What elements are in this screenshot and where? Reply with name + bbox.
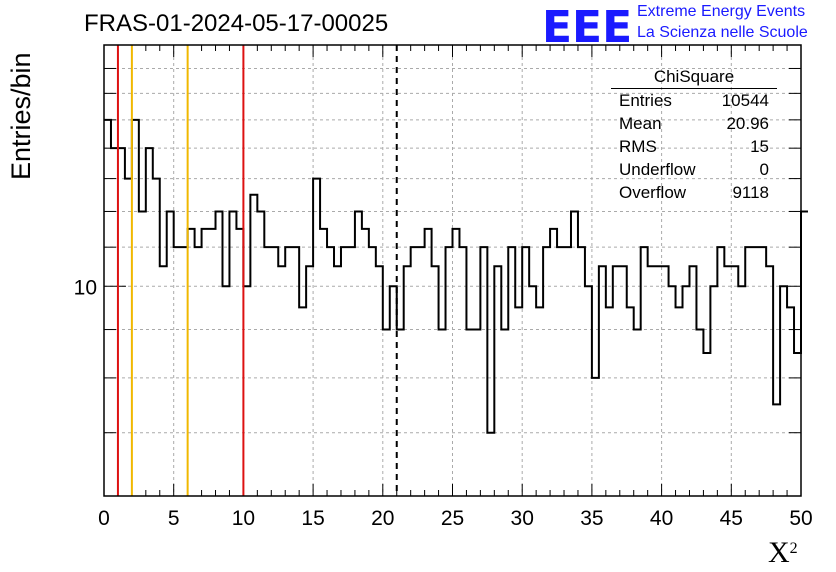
x-tick-label: 10 xyxy=(232,507,255,530)
stats-row-underflow: Underflow 0 xyxy=(611,158,777,181)
stats-value: 15 xyxy=(750,137,769,156)
x-tick-label: 25 xyxy=(441,507,464,530)
x-tick-label: 30 xyxy=(511,507,534,530)
x-tick-label: 5 xyxy=(168,507,180,530)
plot-frame xyxy=(103,44,802,497)
stats-row-entries: Entries 10544 xyxy=(611,89,777,112)
stats-label: Overflow xyxy=(619,183,687,202)
chart-title: FRAS-01-2024-05-17-00025 xyxy=(84,10,389,37)
stats-row-overflow: Overflow 9118 xyxy=(611,181,777,204)
x-tick-label: 40 xyxy=(650,507,673,530)
stats-value: 10544 xyxy=(721,91,769,110)
x-tick-label: 20 xyxy=(371,507,394,530)
x-tick-label: 15 xyxy=(301,507,324,530)
x-tick-label: 0 xyxy=(98,507,110,530)
x-axis-label-superscript: 2 xyxy=(789,540,798,557)
stats-row-rms: RMS 15 xyxy=(611,135,777,158)
x-axis-label-base: X xyxy=(768,536,790,569)
x-axis-label: X2 xyxy=(768,536,798,570)
x-tick-label: 45 xyxy=(720,507,743,530)
stats-box: ChiSquare Entries 10544 Mean 20.96 RMS 15 U… xyxy=(611,66,777,204)
y-tick-label: 10 xyxy=(74,276,97,299)
stats-value: 0 xyxy=(759,160,769,179)
logo-caption-line1: Extreme Energy Events xyxy=(637,3,806,20)
x-tick-label: 50 xyxy=(789,507,812,530)
stats-label: Mean xyxy=(619,114,662,133)
stats-value: 9118 xyxy=(732,183,769,202)
stats-label: Entries xyxy=(619,91,672,110)
histogram-series xyxy=(104,118,808,434)
stats-label: Underflow xyxy=(619,160,696,179)
stats-value: 20.96 xyxy=(726,114,769,133)
stats-row-mean: Mean 20.96 xyxy=(611,112,777,135)
x-tick-label: 35 xyxy=(580,507,603,530)
stats-title: ChiSquare xyxy=(611,66,777,89)
stats-label: RMS xyxy=(619,137,657,156)
logo-caption-line2: La Scienza nelle Scuole xyxy=(637,24,808,41)
